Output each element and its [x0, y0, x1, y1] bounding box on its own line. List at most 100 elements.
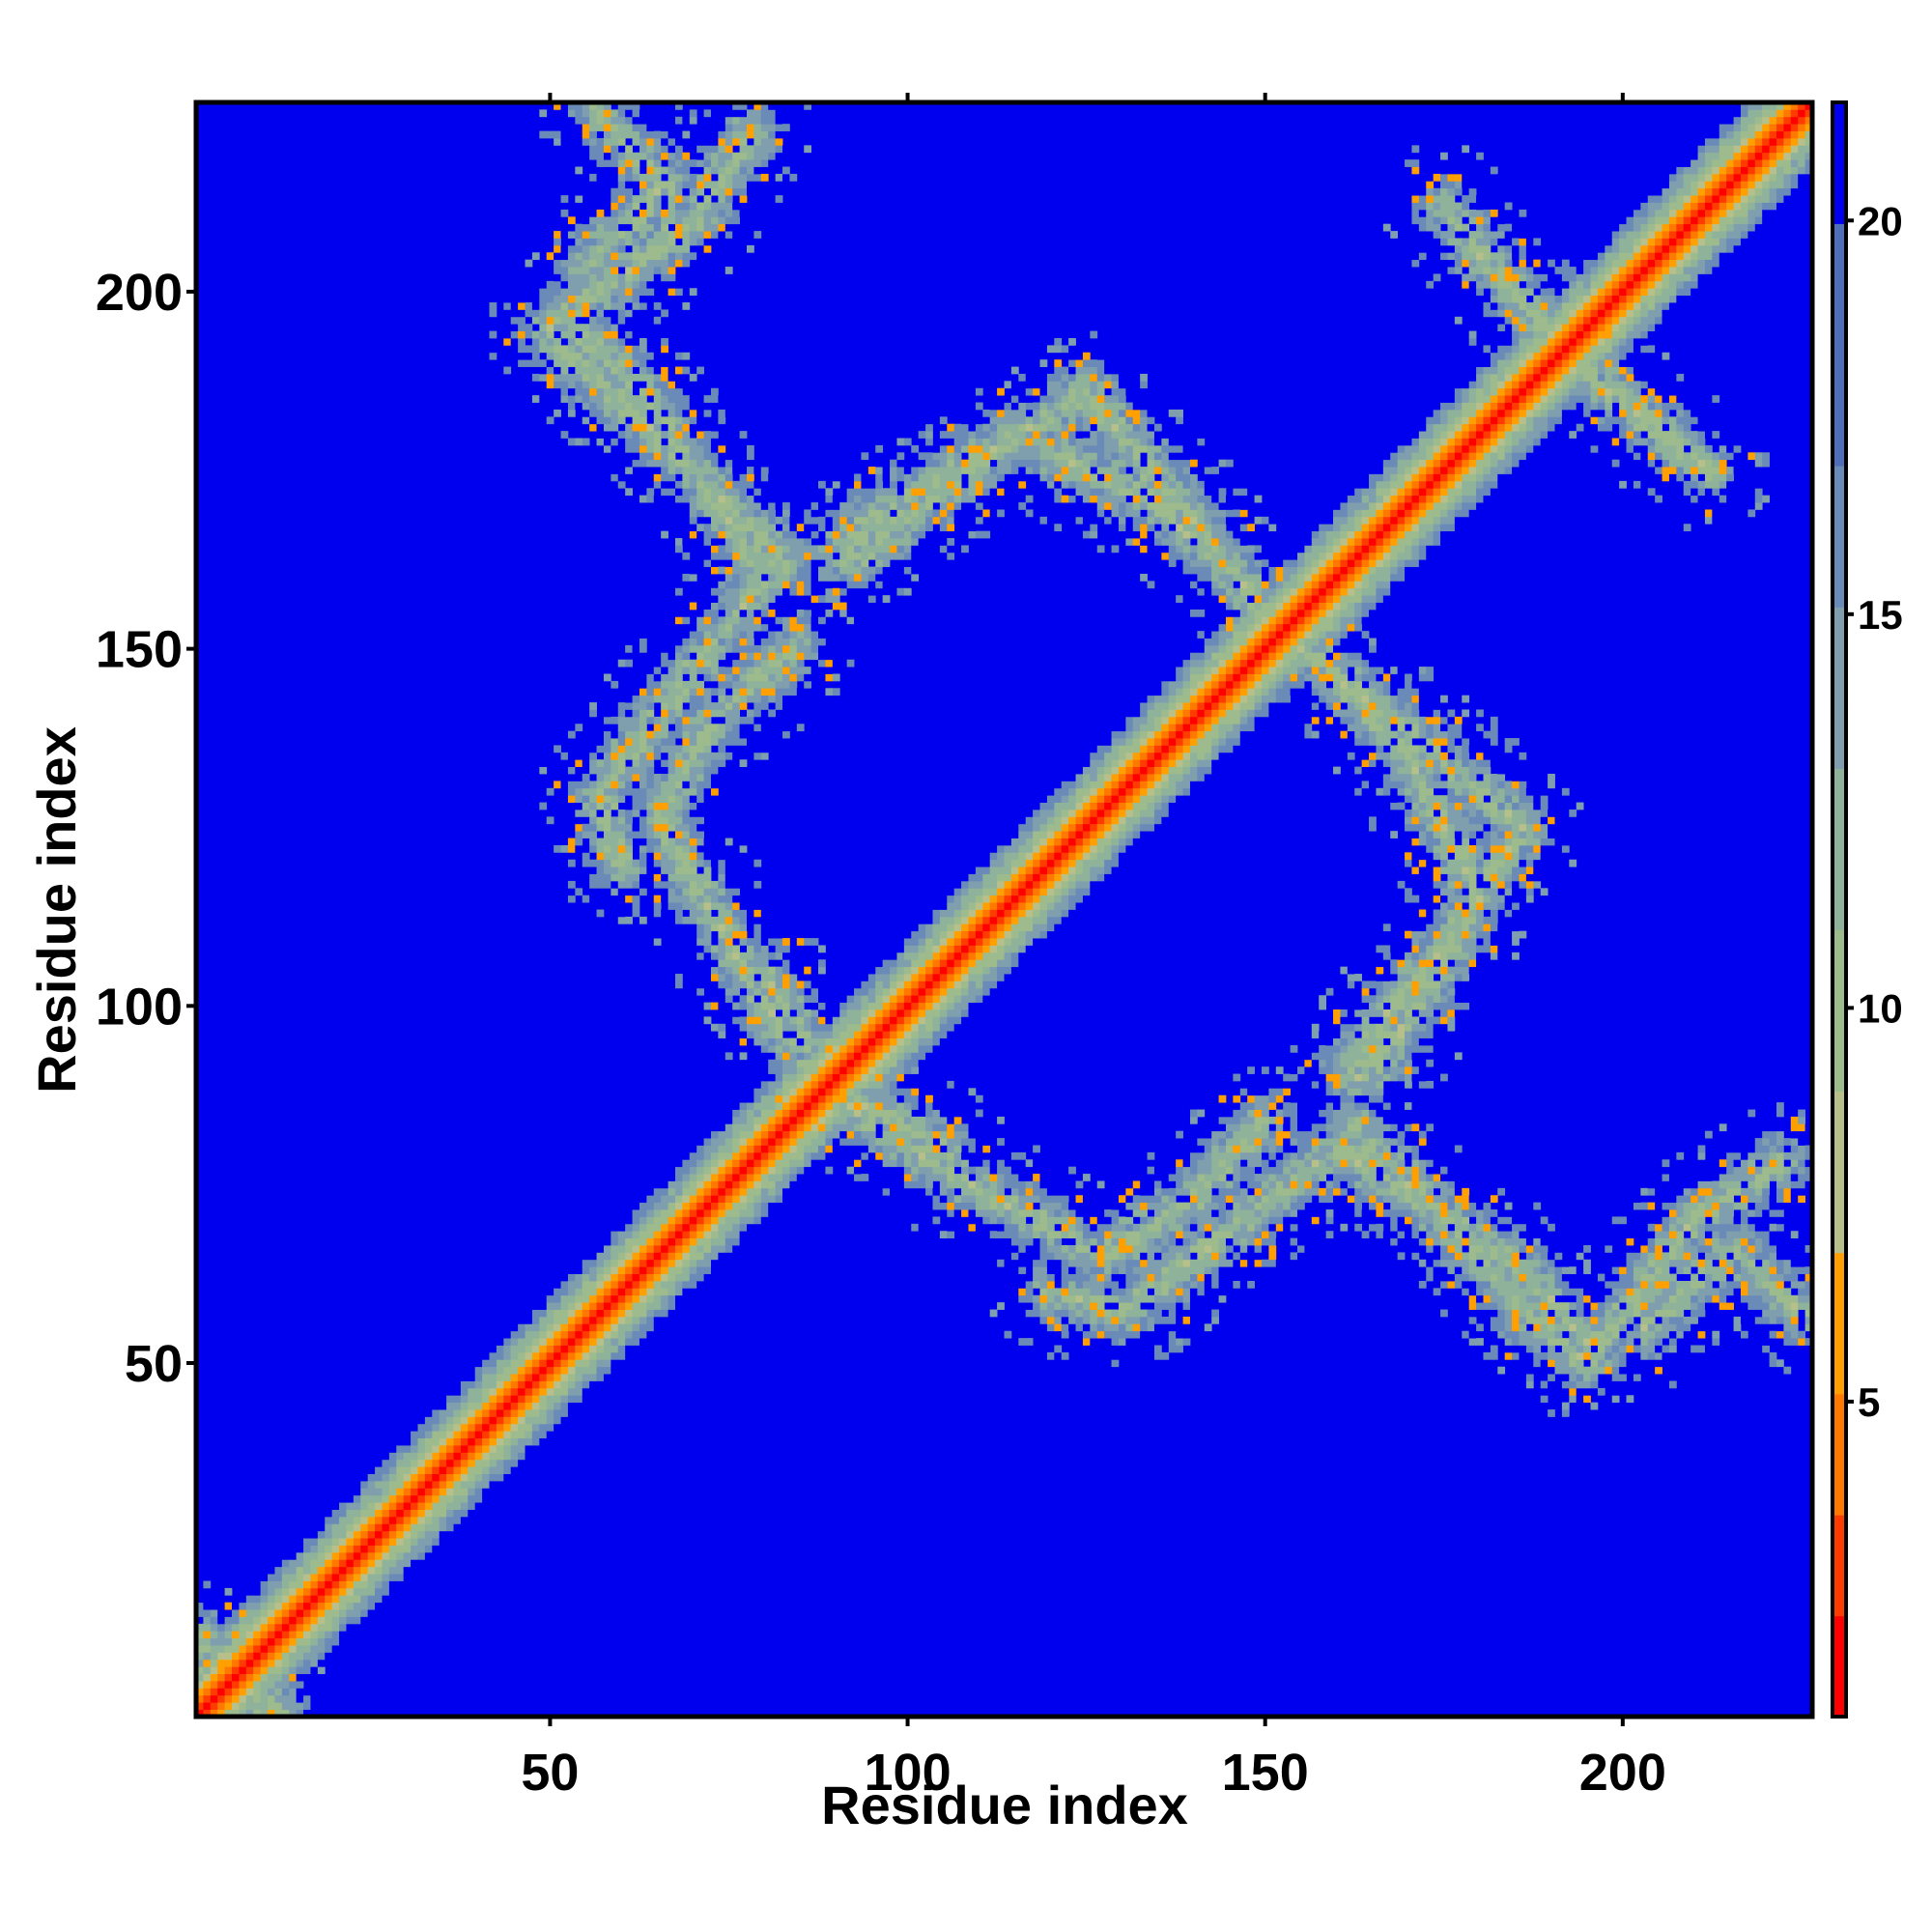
heatmap-cell	[611, 238, 619, 246]
heatmap-cell	[589, 1288, 597, 1296]
heatmap-cell	[696, 974, 704, 981]
heatmap-cell	[804, 1145, 812, 1153]
heatmap-cell	[503, 324, 512, 331]
heatmap-cell	[589, 145, 597, 154]
heatmap-cell	[689, 573, 697, 582]
heatmap-cell	[718, 573, 726, 582]
heatmap-cell	[875, 444, 884, 453]
heatmap-cell	[760, 181, 769, 189]
heatmap-cell	[503, 1416, 512, 1425]
heatmap-cell	[375, 1523, 383, 1532]
heatmap-cell	[760, 745, 769, 753]
heatmap-cell	[668, 502, 676, 510]
heatmap-cell	[674, 1252, 683, 1261]
heatmap-cell	[789, 673, 798, 682]
heatmap-cell	[474, 1494, 483, 1503]
heatmap-cell	[854, 502, 862, 510]
heatmap-cell	[274, 1688, 283, 1696]
heatmap-cell	[596, 395, 605, 403]
heatmap-cell	[674, 1231, 683, 1239]
heatmap-cell	[274, 1587, 283, 1596]
heatmap-cell	[417, 1551, 426, 1560]
heatmap-cell	[696, 1195, 704, 1204]
heatmap-cell	[804, 938, 812, 946]
heatmap-cell	[274, 1645, 283, 1653]
heatmap-cell	[474, 1473, 483, 1482]
heatmap-cell	[539, 1380, 548, 1389]
heatmap-cell	[575, 1294, 583, 1303]
heatmap-cell	[710, 1266, 719, 1274]
heatmap-cell	[689, 1159, 697, 1168]
heatmap-cell	[554, 387, 561, 396]
heatmap-cell	[417, 1488, 426, 1496]
heatmap-cell	[674, 173, 683, 182]
heatmap-cell	[724, 202, 733, 211]
heatmap-cell	[611, 1338, 619, 1346]
heatmap-cell	[303, 1631, 311, 1639]
heatmap-cell	[474, 1459, 483, 1467]
heatmap-cell	[646, 495, 655, 503]
heatmap-cell	[531, 345, 540, 354]
heatmap-cell	[804, 1044, 812, 1053]
heatmap-cell	[575, 231, 583, 239]
heatmap-cell	[732, 959, 740, 968]
heatmap-cell	[411, 1509, 418, 1518]
heatmap-cell	[724, 644, 733, 653]
heatmap-cell	[739, 159, 748, 167]
heatmap-cell	[518, 316, 526, 325]
heatmap-cell	[603, 316, 611, 325]
heatmap-cell	[353, 1616, 361, 1625]
heatmap-cell	[560, 1288, 569, 1296]
heatmap-cell	[639, 745, 647, 753]
heatmap-cell	[718, 459, 726, 468]
heatmap-cell	[747, 1116, 754, 1124]
heatmap-cell	[232, 1637, 240, 1646]
heatmap-cell	[661, 116, 668, 125]
heatmap-cell	[617, 238, 626, 246]
heatmap-cell	[732, 1102, 740, 1110]
heatmap-cell	[653, 816, 662, 825]
heatmap-cell	[724, 873, 733, 882]
heatmap-cell	[468, 1494, 476, 1503]
heatmap-cell	[632, 1266, 640, 1274]
heatmap-cell	[596, 102, 605, 110]
heatmap-cell	[747, 145, 754, 154]
heatmap-cell	[682, 1180, 691, 1189]
heatmap-cell	[753, 1195, 762, 1204]
heatmap-cell	[861, 1138, 869, 1146]
heatmap-cell	[782, 124, 790, 131]
heatmap-cell	[782, 173, 790, 182]
heatmap-cell	[661, 295, 668, 303]
heatmap-cell	[460, 1452, 469, 1461]
heatmap-cell	[839, 545, 848, 554]
heatmap-cell	[846, 1080, 855, 1089]
heatmap-cell	[518, 1409, 526, 1417]
heatmap-cell	[539, 802, 548, 810]
heatmap-cell	[668, 423, 676, 432]
heatmap-cell	[768, 966, 777, 975]
heatmap-cell	[775, 552, 783, 560]
heatmap-cell	[625, 309, 633, 318]
heatmap-cell	[732, 859, 740, 867]
heatmap-cell	[661, 530, 668, 539]
heatmap-cell	[747, 667, 754, 674]
heatmap-cell	[596, 187, 605, 196]
heatmap-cell	[646, 488, 655, 497]
heatmap-cell	[674, 831, 683, 838]
heatmap-cell	[661, 859, 668, 867]
heatmap-cell	[747, 1159, 754, 1168]
heatmap-cell	[846, 545, 855, 554]
heatmap-cell	[496, 1345, 504, 1353]
heatmap-cell	[710, 1138, 719, 1146]
heatmap-cell	[839, 566, 848, 575]
heatmap-cell	[825, 566, 834, 575]
heatmap-cell	[646, 209, 655, 217]
heatmap-cell	[625, 316, 633, 325]
heatmap-cell	[732, 1009, 740, 1017]
heatmap-cell	[775, 566, 783, 575]
heatmap-cell	[867, 509, 876, 518]
heatmap-cell	[732, 902, 740, 910]
heatmap-cell	[625, 774, 633, 781]
heatmap-cell	[689, 1187, 697, 1196]
heatmap-cell	[632, 166, 640, 175]
